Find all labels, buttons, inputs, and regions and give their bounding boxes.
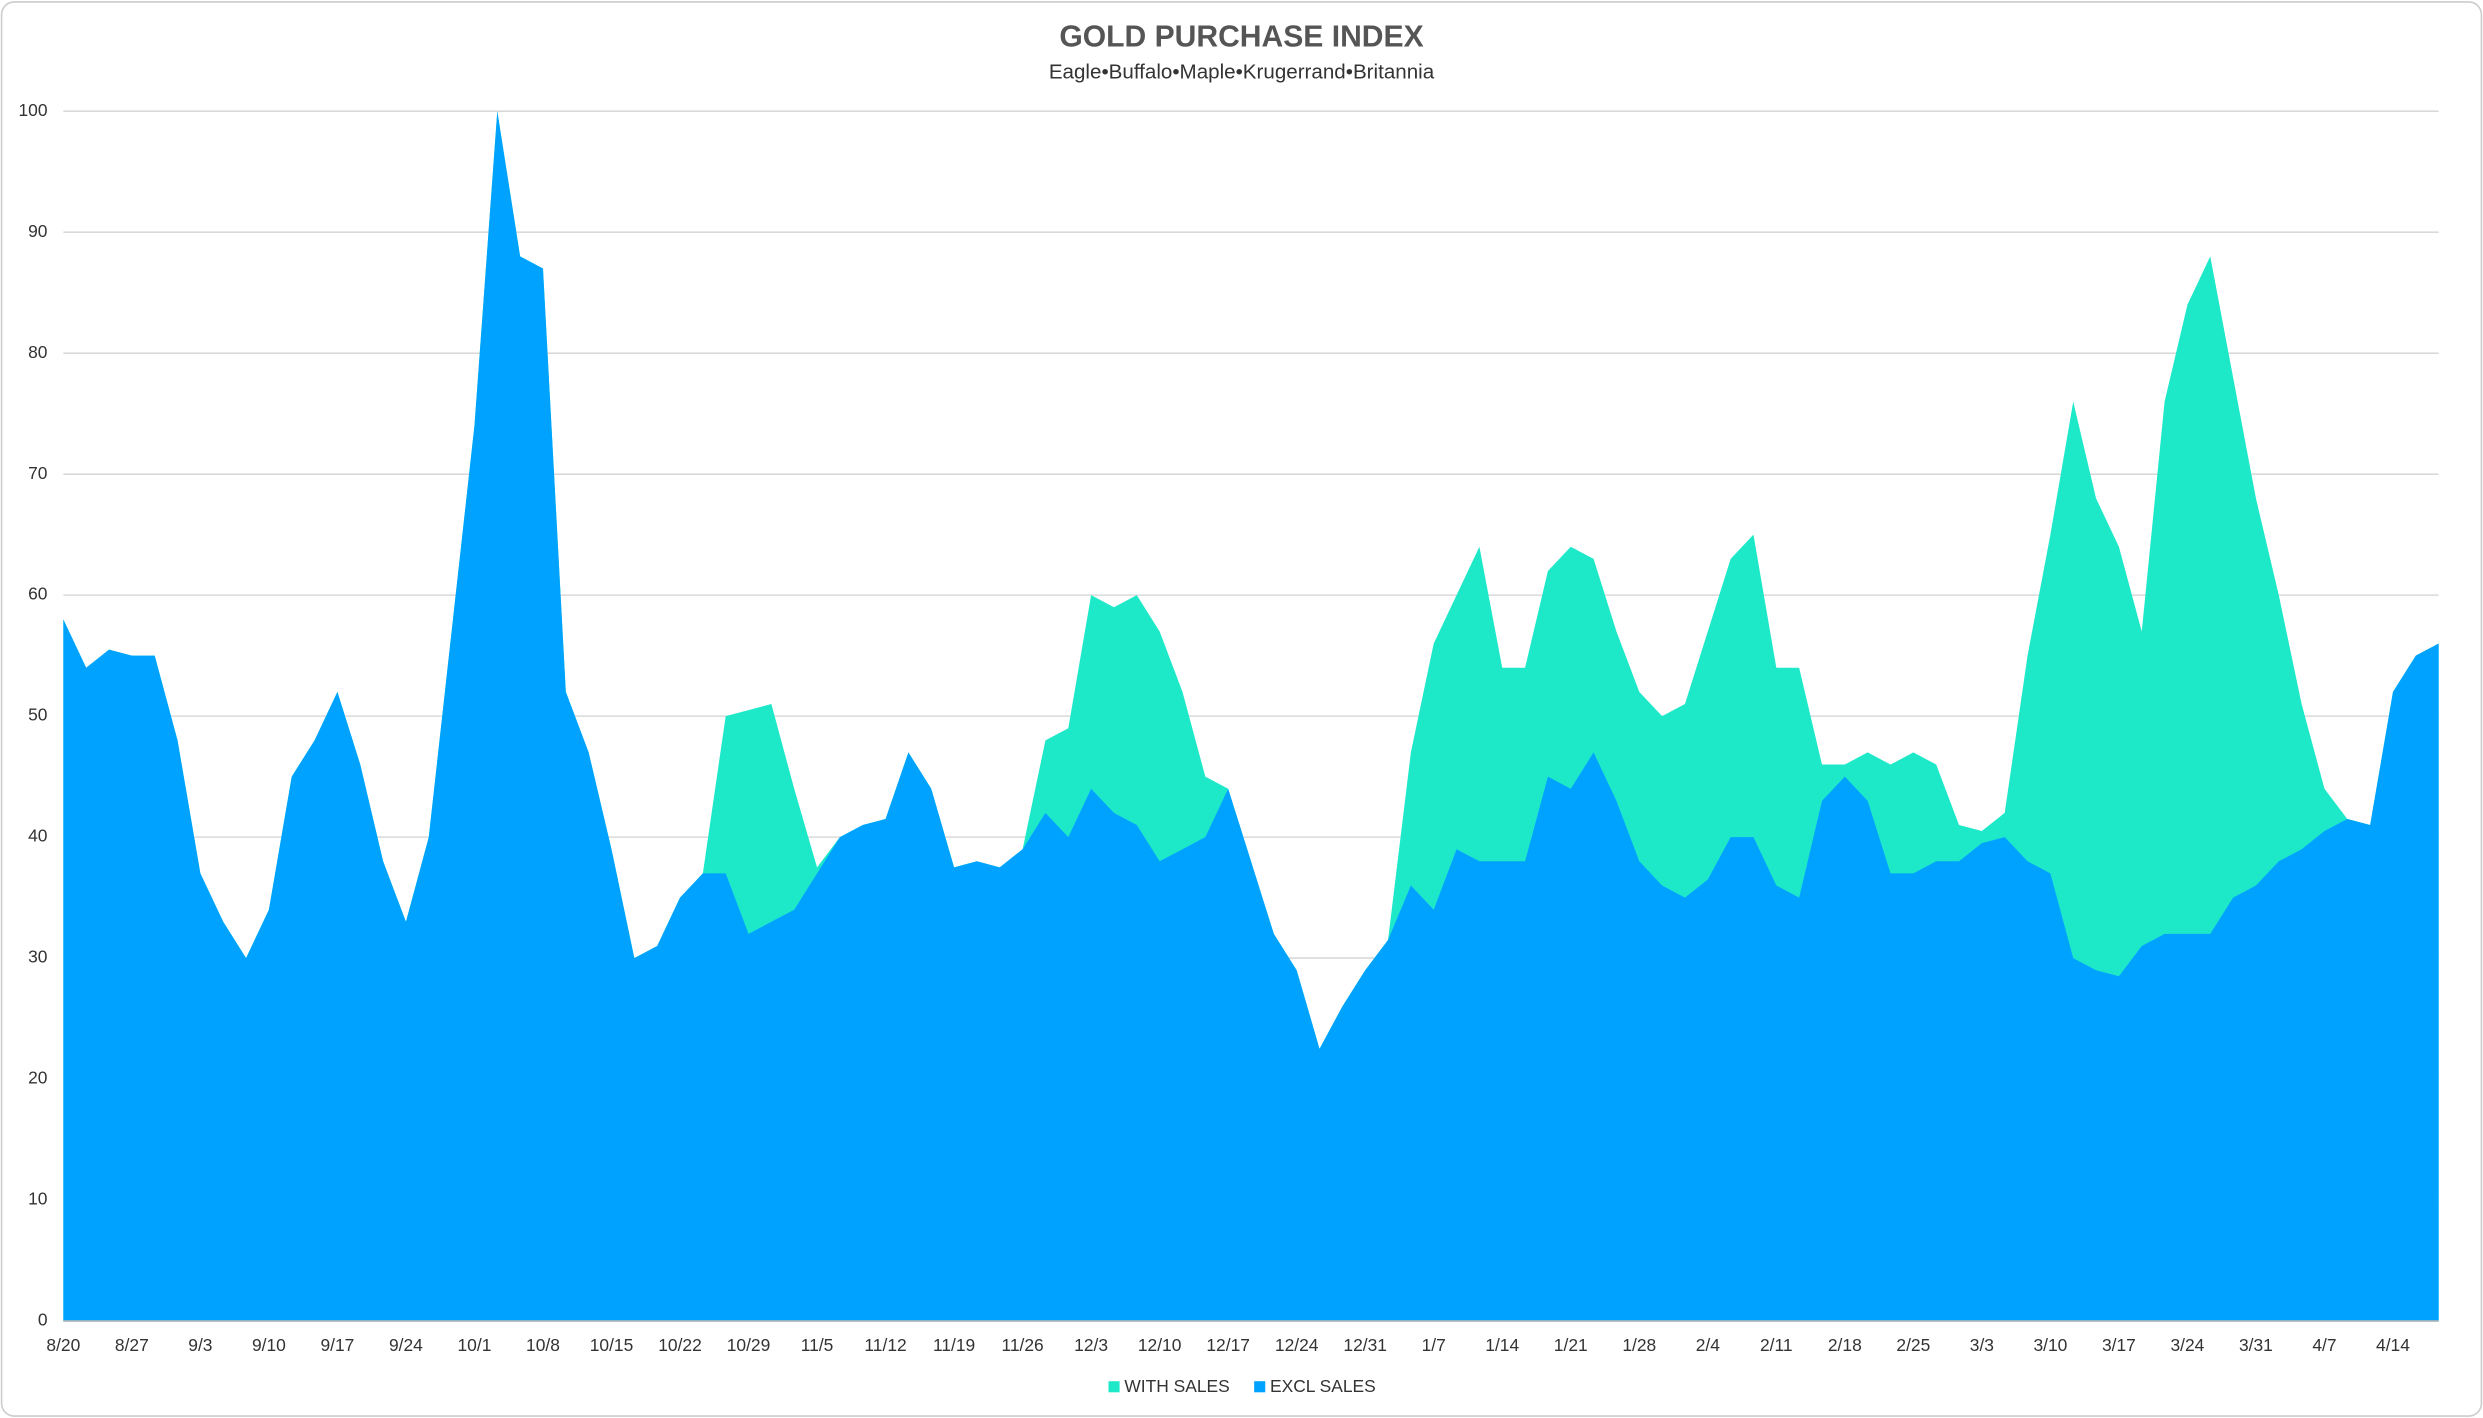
x-tick-label: 12/31 xyxy=(1343,1335,1387,1355)
x-tick-label: 3/10 xyxy=(2033,1335,2067,1355)
x-tick-label: 12/3 xyxy=(1074,1335,1108,1355)
y-tick-label: 90 xyxy=(28,221,47,241)
y-tick-label: 20 xyxy=(28,1068,47,1088)
y-tick-label: 0 xyxy=(38,1310,48,1330)
x-tick-label: 10/29 xyxy=(727,1335,771,1355)
x-tick-label: 11/5 xyxy=(801,1335,834,1355)
legend-label: WITH SALES xyxy=(1124,1376,1229,1396)
x-tick-label: 2/18 xyxy=(1828,1335,1862,1355)
x-tick-label: 10/22 xyxy=(658,1335,702,1355)
x-tick-label: 1/21 xyxy=(1554,1335,1588,1355)
x-tick-label: 3/3 xyxy=(1970,1335,1994,1355)
x-tick-label: 12/17 xyxy=(1206,1335,1250,1355)
x-tick-label: 1/14 xyxy=(1485,1335,1519,1355)
y-tick-label: 10 xyxy=(28,1189,47,1209)
x-tick-label: 11/19 xyxy=(933,1335,975,1355)
x-tick-label: 10/8 xyxy=(526,1335,560,1355)
x-tick-label: 9/3 xyxy=(188,1335,212,1355)
x-tick-label: 2/25 xyxy=(1896,1335,1930,1355)
area xyxy=(63,111,2439,1322)
x-tick-label: 8/27 xyxy=(115,1335,149,1355)
x-tick-label: 1/28 xyxy=(1622,1335,1656,1355)
x-tick-label: 4/14 xyxy=(2376,1335,2410,1355)
x-tick-label: 1/7 xyxy=(1422,1335,1446,1355)
x-tick-label: 11/26 xyxy=(1001,1335,1043,1355)
x-tick-label: 3/17 xyxy=(2102,1335,2136,1355)
y-tick-label: 30 xyxy=(28,947,47,967)
x-tick-label: 9/24 xyxy=(389,1335,423,1355)
legend-label: EXCL SALES xyxy=(1270,1376,1376,1396)
chart-title: GOLD PURCHASE INDEX xyxy=(1059,20,1423,53)
chart-subtitle: Eagle•Buffalo•Maple•Krugerrand•Britannia xyxy=(1049,61,1435,84)
y-tick-label: 60 xyxy=(28,584,47,604)
x-tick-label: 2/11 xyxy=(1760,1335,1793,1355)
x-tick-label: 10/15 xyxy=(590,1335,634,1355)
x-tick-label: 11/12 xyxy=(864,1335,906,1355)
x-tick-label: 8/20 xyxy=(46,1335,80,1355)
y-tick-label: 50 xyxy=(28,705,47,725)
x-tick-label: 12/24 xyxy=(1275,1335,1319,1355)
legend-swatch xyxy=(1254,1381,1266,1393)
y-tick-label: 80 xyxy=(28,342,47,362)
x-tick-label: 10/1 xyxy=(458,1335,492,1355)
legend-swatch xyxy=(1108,1381,1120,1393)
y-tick-label: 70 xyxy=(28,463,47,483)
x-tick-label: 12/10 xyxy=(1138,1335,1182,1355)
y-tick-label: 40 xyxy=(28,826,47,846)
x-tick-label: 2/4 xyxy=(1696,1335,1721,1355)
y-tick-label: 100 xyxy=(18,100,47,120)
x-tick-label: 4/7 xyxy=(2312,1335,2336,1355)
x-tick-label: 9/17 xyxy=(320,1335,354,1355)
x-tick-label: 3/31 xyxy=(2239,1335,2273,1355)
x-tick-label: 9/10 xyxy=(252,1335,286,1355)
x-tick-label: 3/24 xyxy=(2170,1335,2204,1355)
